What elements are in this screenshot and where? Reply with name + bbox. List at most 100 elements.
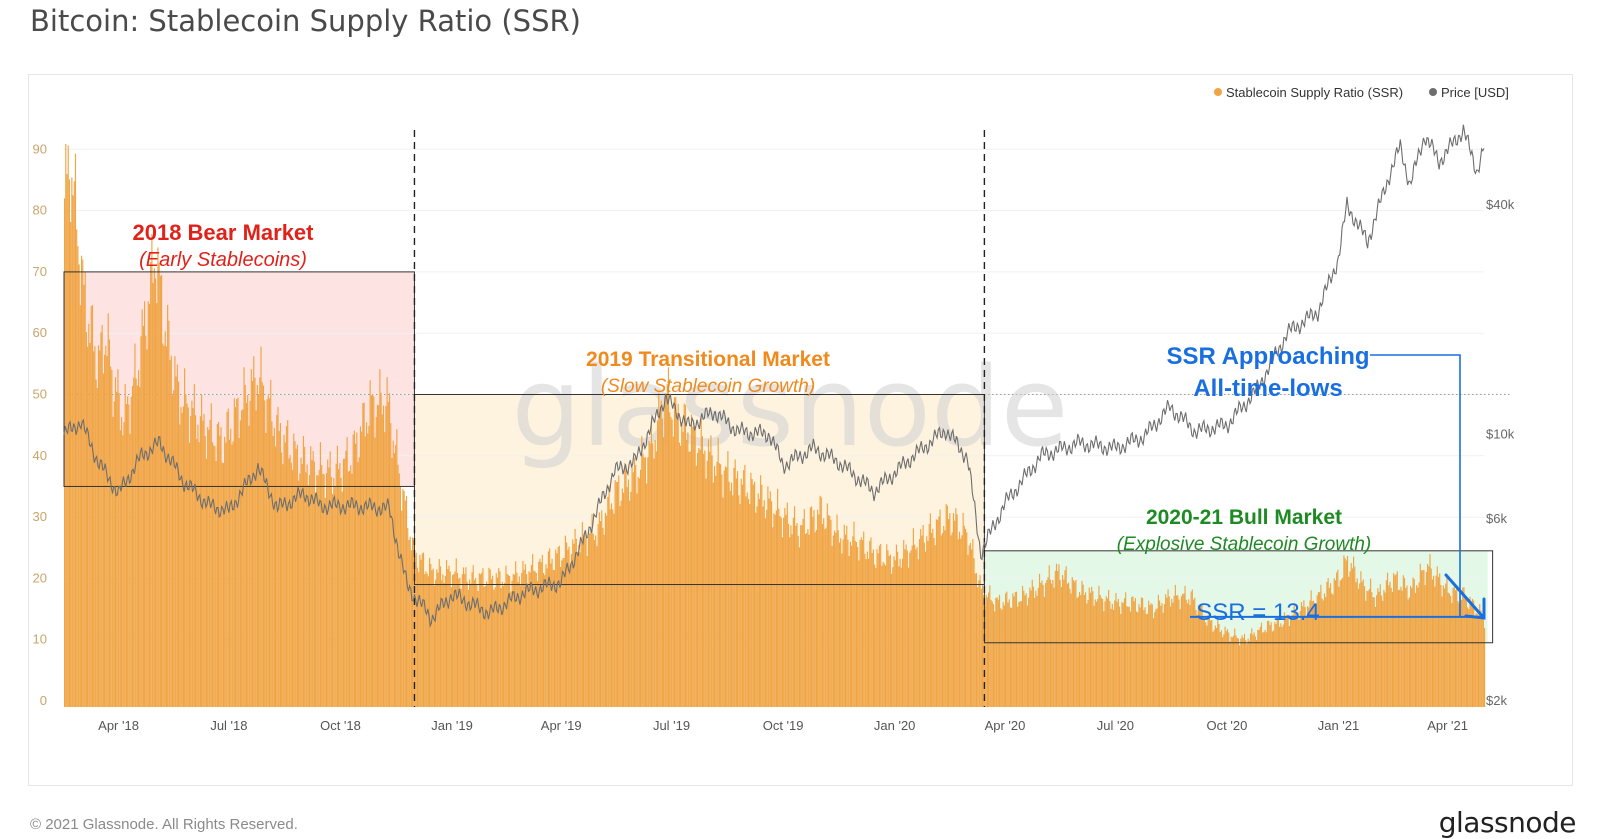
x-tick-label: Apr '20 [985, 718, 1026, 733]
ssr-bar [1435, 575, 1437, 707]
ssr-bar [247, 394, 249, 707]
ssr-bar [541, 555, 543, 707]
ssr-bar [441, 580, 443, 707]
ssr-bar [1346, 556, 1349, 707]
ssr-bar [260, 346, 262, 707]
ssr-bar [1440, 584, 1442, 707]
ssr-bar [1446, 576, 1448, 707]
x-tick-label: Jan '20 [874, 718, 916, 733]
ssr-bar [996, 597, 998, 707]
ssr-bar [296, 444, 298, 707]
ssr-bar [259, 377, 261, 707]
ssr-bar [575, 538, 577, 707]
ssr-bar [261, 382, 263, 707]
ssr-bar [1326, 581, 1328, 707]
ssr-bar [209, 419, 211, 707]
ssr-bar [1443, 588, 1446, 707]
ssr-bar [452, 575, 454, 707]
ssr-bar [891, 573, 893, 707]
legend-label[interactable]: Price [USD] [1441, 85, 1509, 100]
ssr-bar [1299, 611, 1301, 707]
ssr-bar [1100, 597, 1102, 707]
ssr-bar [1174, 584, 1176, 707]
ssr-bar [1017, 606, 1019, 707]
ssr-bar [1052, 580, 1054, 707]
ssr-bar [1086, 603, 1088, 707]
ssr-bar [1140, 597, 1142, 707]
ssr-bar [579, 552, 581, 707]
ssr-bar [855, 542, 857, 707]
ssr-bar [158, 263, 160, 707]
ssr-bar [1239, 645, 1241, 707]
ssr-bar [1226, 629, 1229, 707]
ssr-bar [756, 506, 758, 707]
ssr-bar [281, 452, 283, 707]
ssr-bar [858, 560, 860, 707]
x-tick-label: Oct '20 [1207, 718, 1248, 733]
chart-panel [28, 74, 1573, 786]
ssr-bar [203, 414, 205, 707]
ssr-bar [649, 443, 651, 707]
ssr-bar [233, 398, 235, 707]
ssr-bar [595, 535, 597, 707]
ssr-bar [903, 539, 905, 707]
ssr-bar [870, 537, 872, 707]
ssr-bar [1395, 574, 1397, 707]
ssr-bar [89, 343, 91, 707]
ssr-bar [1248, 640, 1250, 707]
ssr-bar [1465, 597, 1467, 707]
ssr-bar [319, 442, 322, 707]
ssr-bar [747, 498, 750, 707]
ssr-bar [90, 306, 92, 707]
ssr-bar [869, 540, 871, 707]
ssr-bar [704, 450, 706, 707]
ssr-bar [652, 443, 654, 707]
transition-subtitle: (Slow Stablecoin Growth) [601, 376, 815, 397]
ssr-bar [556, 553, 558, 707]
ssr-bar [1082, 584, 1084, 707]
ssr-bar [1380, 595, 1383, 707]
ssr-bar [350, 465, 352, 707]
ssr-bar [439, 566, 442, 707]
copyright-text: © 2021 Glassnode. All Rights Reserved. [30, 816, 298, 833]
ssr-bar [951, 532, 953, 707]
ssr-bar [1122, 602, 1124, 707]
ssr-bar [94, 346, 96, 707]
ssr-bar [864, 553, 866, 707]
ssr-bar [630, 491, 632, 707]
ssr-bar [1321, 598, 1323, 707]
ssr-bar [578, 545, 580, 707]
ssr-bar [1186, 603, 1189, 707]
ssr-bar [1074, 581, 1076, 707]
legend-label[interactable]: Stablecoin Supply Ratio (SSR) [1226, 85, 1403, 100]
ssr-bar [448, 565, 450, 707]
ssr-bar [381, 414, 383, 707]
ssr-bar [1127, 606, 1129, 707]
ssr-bar [313, 461, 315, 707]
ssr-bar [792, 517, 794, 707]
ssr-bar [783, 517, 785, 707]
ssr-bar [726, 467, 728, 707]
ssr-bar [1268, 620, 1270, 707]
ssr-bar [1453, 586, 1455, 707]
ssr-bar [323, 474, 325, 707]
ssr-bar [780, 517, 782, 707]
ssr-bar [216, 424, 218, 707]
bull-title: 2020-21 Bull Market [1146, 506, 1342, 529]
ssr-bar [1051, 583, 1053, 707]
ssr-bar [1064, 570, 1066, 707]
ssr-bar [1288, 626, 1290, 707]
ssr-bar [889, 554, 891, 707]
ssr-bar [969, 542, 971, 707]
ssr-bar [213, 445, 215, 707]
ssr-bar [1434, 586, 1436, 707]
ssr-bar [1162, 612, 1164, 707]
ssr-bar [945, 503, 947, 707]
ssr-bar [1365, 600, 1367, 707]
ssr-bar [88, 323, 90, 707]
ssr-bar [369, 380, 371, 707]
ssr-bar [471, 572, 473, 707]
ssr-bar [120, 417, 123, 707]
ssr-bar [705, 478, 707, 707]
ssr-bar [698, 447, 700, 707]
